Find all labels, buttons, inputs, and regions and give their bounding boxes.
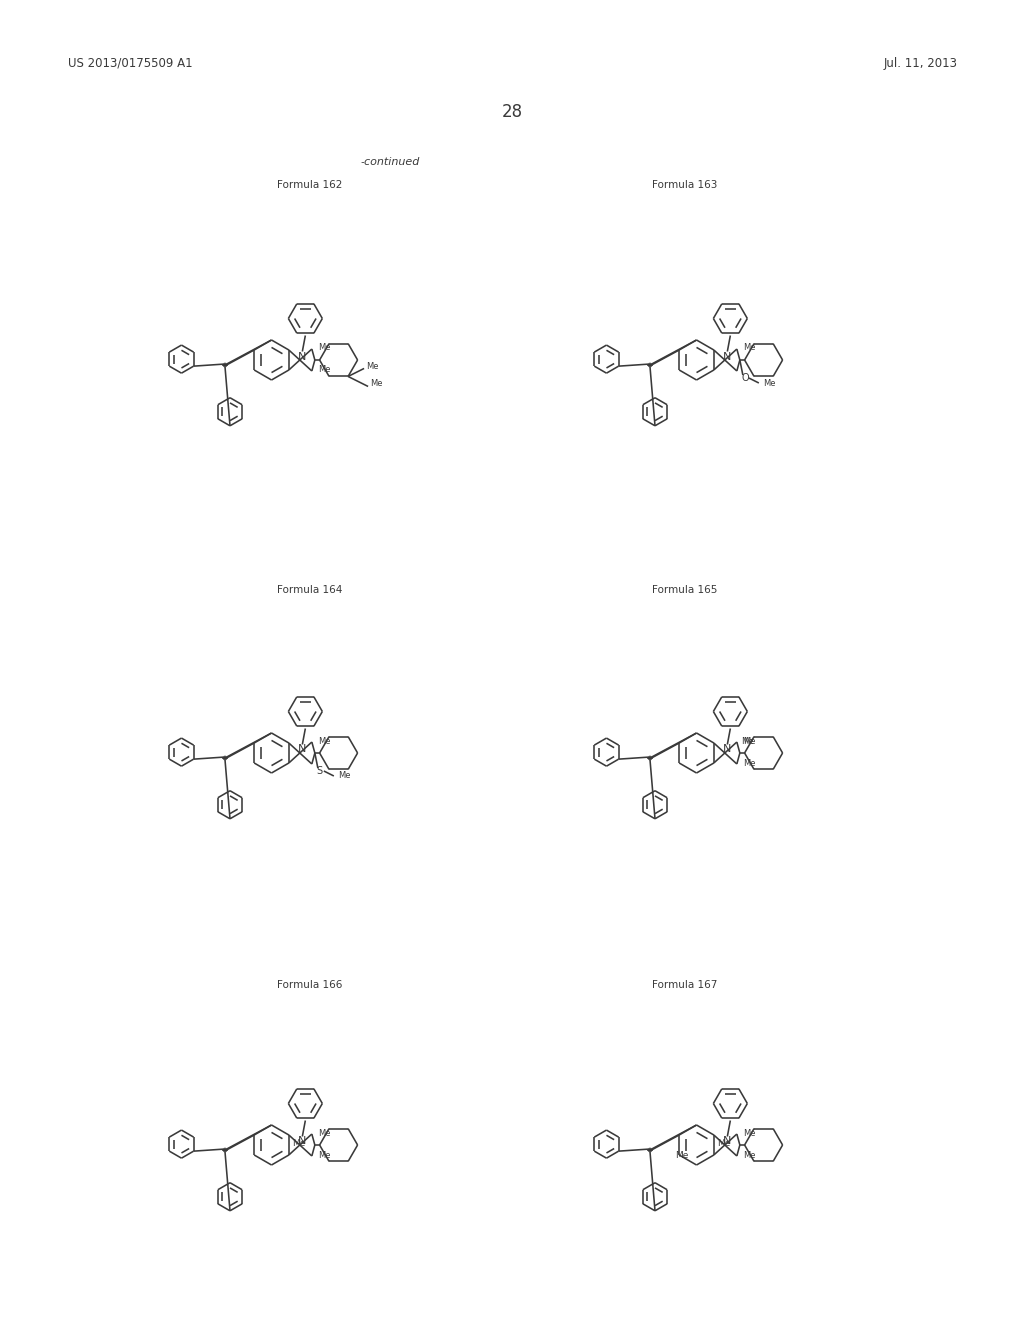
- Text: Me: Me: [338, 771, 350, 780]
- Text: Formula 163: Formula 163: [652, 180, 718, 190]
- Text: Formula 166: Formula 166: [278, 979, 343, 990]
- Text: US 2013/0175509 A1: US 2013/0175509 A1: [68, 57, 193, 70]
- Text: Me: Me: [742, 1151, 756, 1159]
- Text: N: N: [298, 1137, 306, 1147]
- Text: Me: Me: [317, 737, 331, 746]
- Text: Formula 167: Formula 167: [652, 979, 718, 990]
- Text: Me: Me: [317, 366, 331, 375]
- Text: Me: Me: [742, 343, 756, 352]
- Text: Me: Me: [317, 343, 331, 352]
- Text: Me: Me: [675, 1151, 688, 1159]
- Text: Me: Me: [763, 379, 775, 388]
- Text: N: N: [298, 351, 306, 362]
- Text: Formula 164: Formula 164: [278, 585, 343, 595]
- Text: O: O: [741, 374, 749, 383]
- Text: N: N: [298, 744, 306, 755]
- Text: Jul. 11, 2013: Jul. 11, 2013: [884, 57, 958, 70]
- Text: Me: Me: [742, 759, 756, 767]
- Text: Me: Me: [292, 1138, 305, 1147]
- Text: Formula 165: Formula 165: [652, 585, 718, 595]
- Text: -continued: -continued: [360, 157, 420, 168]
- Text: N: N: [723, 744, 731, 755]
- Text: N: N: [723, 1137, 731, 1147]
- Text: Me: Me: [370, 379, 383, 388]
- Text: N: N: [723, 351, 731, 362]
- Text: Me: Me: [317, 1129, 331, 1138]
- Text: 28: 28: [502, 103, 522, 121]
- Text: Me: Me: [717, 1138, 730, 1147]
- Text: Me: Me: [741, 737, 754, 746]
- Text: S: S: [316, 766, 323, 776]
- Text: Formula 162: Formula 162: [278, 180, 343, 190]
- Text: Me: Me: [742, 737, 756, 746]
- Text: Me: Me: [742, 1129, 756, 1138]
- Text: Me: Me: [367, 362, 379, 371]
- Text: Me: Me: [317, 1151, 331, 1159]
